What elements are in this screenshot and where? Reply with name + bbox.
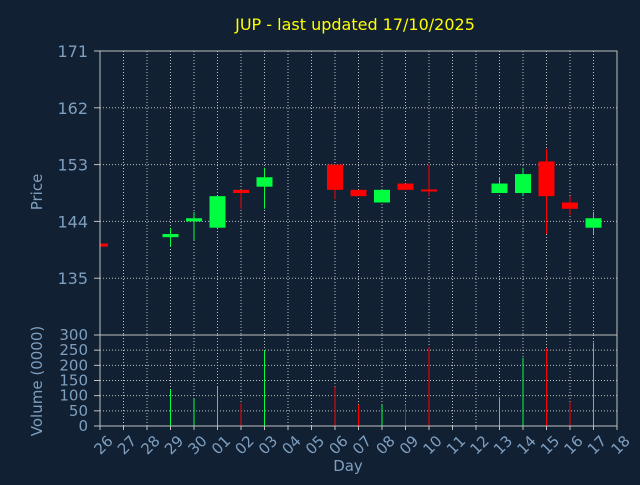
candle-body <box>186 218 202 222</box>
volume-tick-label: 150 <box>59 372 88 390</box>
price-tick-label: 171 <box>57 42 88 61</box>
candle-down <box>397 183 414 190</box>
volume-axis-label: Volume (0000) <box>28 326 46 436</box>
candle-body <box>327 164 343 190</box>
candle-up <box>491 177 508 193</box>
price-tick-label: 135 <box>57 269 88 288</box>
price-tick-label: 153 <box>57 156 88 175</box>
candle-body <box>585 218 602 228</box>
candle-down <box>99 243 108 247</box>
volume-tick-label: 200 <box>59 356 88 374</box>
candle-up <box>162 227 179 247</box>
candle-up <box>209 196 226 228</box>
price-tick-label: 162 <box>57 99 88 118</box>
candles <box>99 148 602 247</box>
candle-down <box>350 189 367 197</box>
price-tick-label: 144 <box>57 212 88 231</box>
volume-tick-label: 100 <box>59 387 88 405</box>
candle-body <box>421 189 437 192</box>
candle-body <box>100 243 108 247</box>
volume-tick-label: 50 <box>69 402 88 420</box>
candle-down <box>421 164 437 197</box>
candle-body <box>256 177 273 187</box>
candle-up <box>374 189 390 203</box>
candle-body <box>374 189 390 203</box>
volume-tick-label: 250 <box>59 341 88 359</box>
volume-bars <box>170 342 594 426</box>
candle-down <box>327 164 343 200</box>
candle-up <box>186 211 202 241</box>
candle-down <box>562 196 578 216</box>
price-tick-labels: 135 144 153 162 171 <box>57 42 100 288</box>
chart-title: JUP - last updated 17/10/2025 <box>234 15 475 34</box>
volume-tick-label: 300 <box>59 326 88 344</box>
candle-body <box>538 161 555 197</box>
candle-body <box>233 189 249 193</box>
candle-up <box>585 211 602 235</box>
candle-body <box>515 174 531 193</box>
candle-body <box>562 202 578 209</box>
candle-down <box>538 148 555 235</box>
x-axis-label: Day <box>333 457 363 475</box>
volume-tick-label: 0 <box>78 417 88 435</box>
candle-body <box>491 183 508 193</box>
candle-body <box>397 183 414 190</box>
candle-body <box>209 196 226 228</box>
candle-up <box>515 167 531 197</box>
candle-body <box>350 189 367 197</box>
price-axis-label: Price <box>28 174 46 211</box>
candle-up <box>256 167 273 209</box>
candle-down <box>233 189 249 209</box>
candle-body <box>162 234 179 238</box>
